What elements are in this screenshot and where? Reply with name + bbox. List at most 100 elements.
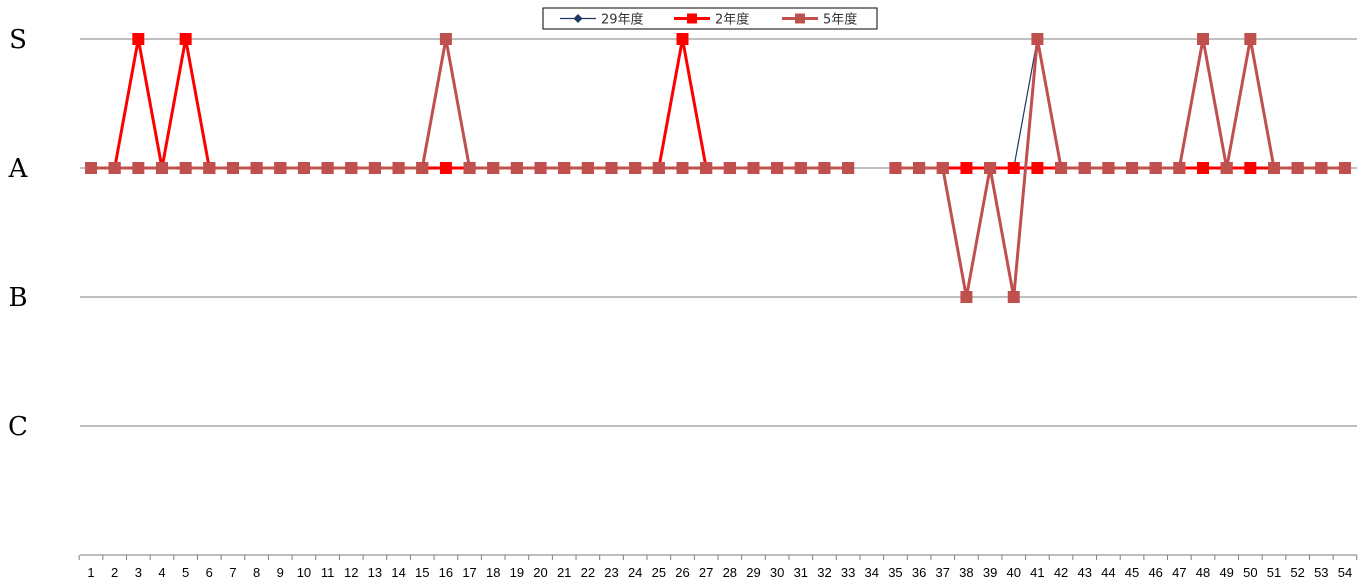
x-tick-label: 40 <box>1007 565 1021 580</box>
x-tick-label: 2 <box>111 565 118 580</box>
data-point <box>723 162 736 174</box>
x-tick-label: 29 <box>746 565 760 580</box>
x-tick-label: 24 <box>628 565 642 580</box>
x-tick-label: 46 <box>1148 565 1162 580</box>
legend-item-2: 2年度 <box>674 12 749 28</box>
x-tick-label: 16 <box>439 565 453 580</box>
series-line <box>895 37 1345 299</box>
data-point <box>676 162 689 174</box>
data-point <box>85 162 97 174</box>
series-3 <box>85 33 1351 303</box>
data-point <box>960 162 973 174</box>
x-tick-label: 54 <box>1338 565 1352 580</box>
series-group <box>85 33 1351 303</box>
data-point <box>321 162 334 174</box>
data-point <box>1338 162 1351 174</box>
x-tick-label: 15 <box>415 565 429 580</box>
x-tick-label: 22 <box>581 565 595 580</box>
x-tick-label: 34 <box>865 565 879 580</box>
data-point <box>960 291 973 303</box>
data-point <box>132 162 145 174</box>
data-point <box>1126 162 1139 174</box>
x-tick-label: 21 <box>557 565 571 580</box>
x-tick-label: 10 <box>297 565 311 580</box>
data-point <box>794 162 807 174</box>
x-tick-label: 49 <box>1219 565 1233 580</box>
x-tick-label: 17 <box>462 565 476 580</box>
legend-label: 2年度 <box>715 12 749 28</box>
data-point <box>581 162 594 174</box>
x-tick-label: 43 <box>1077 565 1091 580</box>
x-tick-label: 44 <box>1101 565 1115 580</box>
x-tick-label: 13 <box>368 565 382 580</box>
x-tick-label: 19 <box>510 565 524 580</box>
data-point <box>1173 162 1186 174</box>
x-tick-label: 11 <box>321 565 335 580</box>
x-tick-label: 20 <box>533 565 547 580</box>
data-point <box>297 162 310 174</box>
data-point <box>416 162 429 174</box>
data-point <box>108 162 121 174</box>
data-point <box>913 162 926 174</box>
data-point <box>345 162 358 174</box>
x-tick-label: 6 <box>206 565 213 580</box>
legend-label: 5年度 <box>823 12 857 28</box>
x-tick-label: 18 <box>486 565 500 580</box>
data-point <box>700 162 713 174</box>
y-axis-labels: S A B C <box>8 25 29 442</box>
data-point <box>747 162 760 174</box>
x-tick-label: 42 <box>1054 565 1068 580</box>
x-tick-label: 53 <box>1314 565 1328 580</box>
data-point <box>1291 162 1304 174</box>
x-tick-label: 8 <box>253 565 260 580</box>
data-point <box>179 33 192 45</box>
series-2 <box>85 33 1351 174</box>
series-line <box>895 38 1345 169</box>
x-tick-label: 30 <box>770 565 784 580</box>
legend: 29年度 2年度 5年度 <box>542 7 878 30</box>
x-tick-label: 47 <box>1172 565 1186 580</box>
x-tick-label: 52 <box>1290 565 1304 580</box>
data-point <box>534 162 547 174</box>
data-point <box>1197 162 1210 174</box>
data-point <box>629 162 642 174</box>
data-point <box>818 162 831 174</box>
data-point <box>132 33 145 45</box>
data-point <box>487 162 500 174</box>
x-tick-label: 12 <box>344 565 358 580</box>
x-tick-label: 50 <box>1243 565 1257 580</box>
x-tick-label: 28 <box>723 565 737 580</box>
data-point <box>1031 162 1044 174</box>
y-label-s: S <box>9 25 27 55</box>
data-point <box>936 162 949 174</box>
data-point <box>795 13 805 24</box>
data-point <box>1244 33 1257 45</box>
y-label-c: C <box>8 412 28 442</box>
data-point <box>439 162 452 174</box>
data-point <box>1102 162 1115 174</box>
x-tick-label: 27 <box>699 565 713 580</box>
data-point <box>368 162 381 174</box>
data-point <box>558 162 571 174</box>
y-label-a: A <box>8 154 29 184</box>
gridlines <box>80 38 1357 427</box>
data-point <box>842 162 855 174</box>
data-point <box>1315 162 1328 174</box>
data-point <box>984 162 997 174</box>
x-tick-label: 7 <box>229 565 236 580</box>
data-point <box>1220 162 1233 174</box>
data-point <box>605 162 618 174</box>
data-point <box>1007 162 1020 174</box>
x-tick-label: 45 <box>1125 565 1139 580</box>
data-point <box>1007 291 1020 303</box>
x-tick-label: 32 <box>817 565 831 580</box>
data-point <box>687 13 697 24</box>
data-point <box>652 162 665 174</box>
x-tick-label: 4 <box>158 565 165 580</box>
x-tick-label: 14 <box>391 565 405 580</box>
data-point <box>392 162 405 174</box>
legend-item-1: 29年度 <box>560 12 644 28</box>
legend-item-3: 5年度 <box>782 12 857 28</box>
x-tick-label: 23 <box>604 565 618 580</box>
